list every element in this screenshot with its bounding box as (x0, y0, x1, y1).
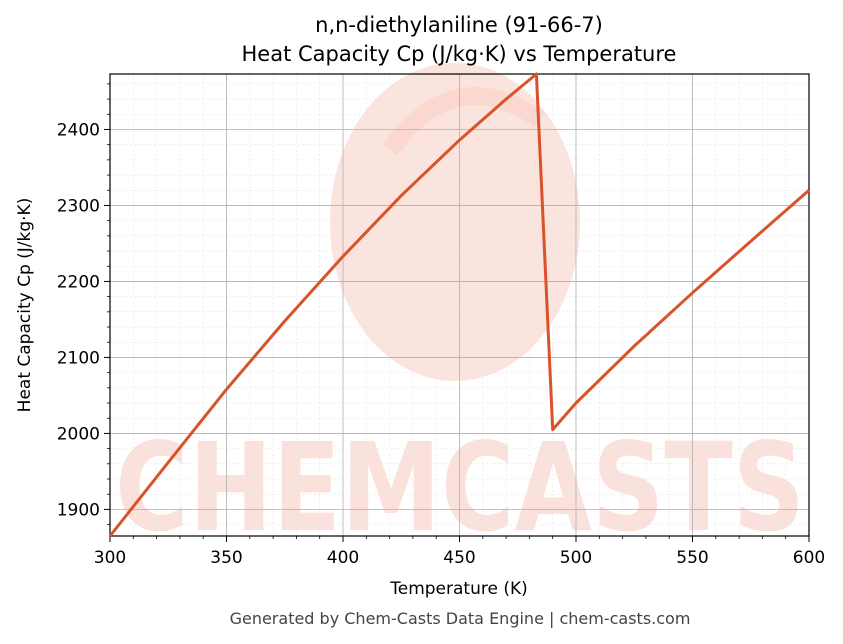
x-tick-label: 300 (94, 548, 126, 568)
x-tick-label: 400 (327, 548, 359, 568)
x-tick-label: 600 (793, 548, 825, 568)
x-tick-label: 450 (443, 548, 475, 568)
y-tick-label: 2300 (57, 196, 100, 216)
x-tick-label: 550 (676, 548, 708, 568)
watermark-logo-icon (330, 63, 580, 381)
chart-title-line2: Heat Capacity Cp (J/kg·K) vs Temperature (242, 42, 677, 66)
x-tick-label: 500 (560, 548, 592, 568)
x-axis-ticks: 300 350 400 450 500 550 600 (94, 536, 825, 568)
y-tick-label: 2200 (57, 272, 100, 292)
footer-credit: Generated by Chem-Casts Data Engine | ch… (230, 609, 691, 628)
y-tick-label: 2100 (57, 348, 100, 368)
y-axis-label: Heat Capacity Cp (J/kg·K) (15, 198, 35, 413)
chart-title-line1: n,n-diethylaniline (91-66-7) (315, 13, 603, 37)
x-axis-label: Temperature (K) (389, 579, 528, 599)
watermark-text: CHEMCASTS (115, 417, 805, 559)
x-tick-label: 350 (210, 548, 242, 568)
y-tick-label: 2400 (57, 120, 100, 140)
y-tick-label: 2000 (57, 424, 100, 444)
series-line (108, 72, 810, 537)
y-axis-ticks: 1900 2000 2100 2200 2300 2400 (57, 83, 110, 526)
y-tick-label: 1900 (57, 500, 100, 520)
watermark: CHEMCASTS (115, 63, 805, 559)
